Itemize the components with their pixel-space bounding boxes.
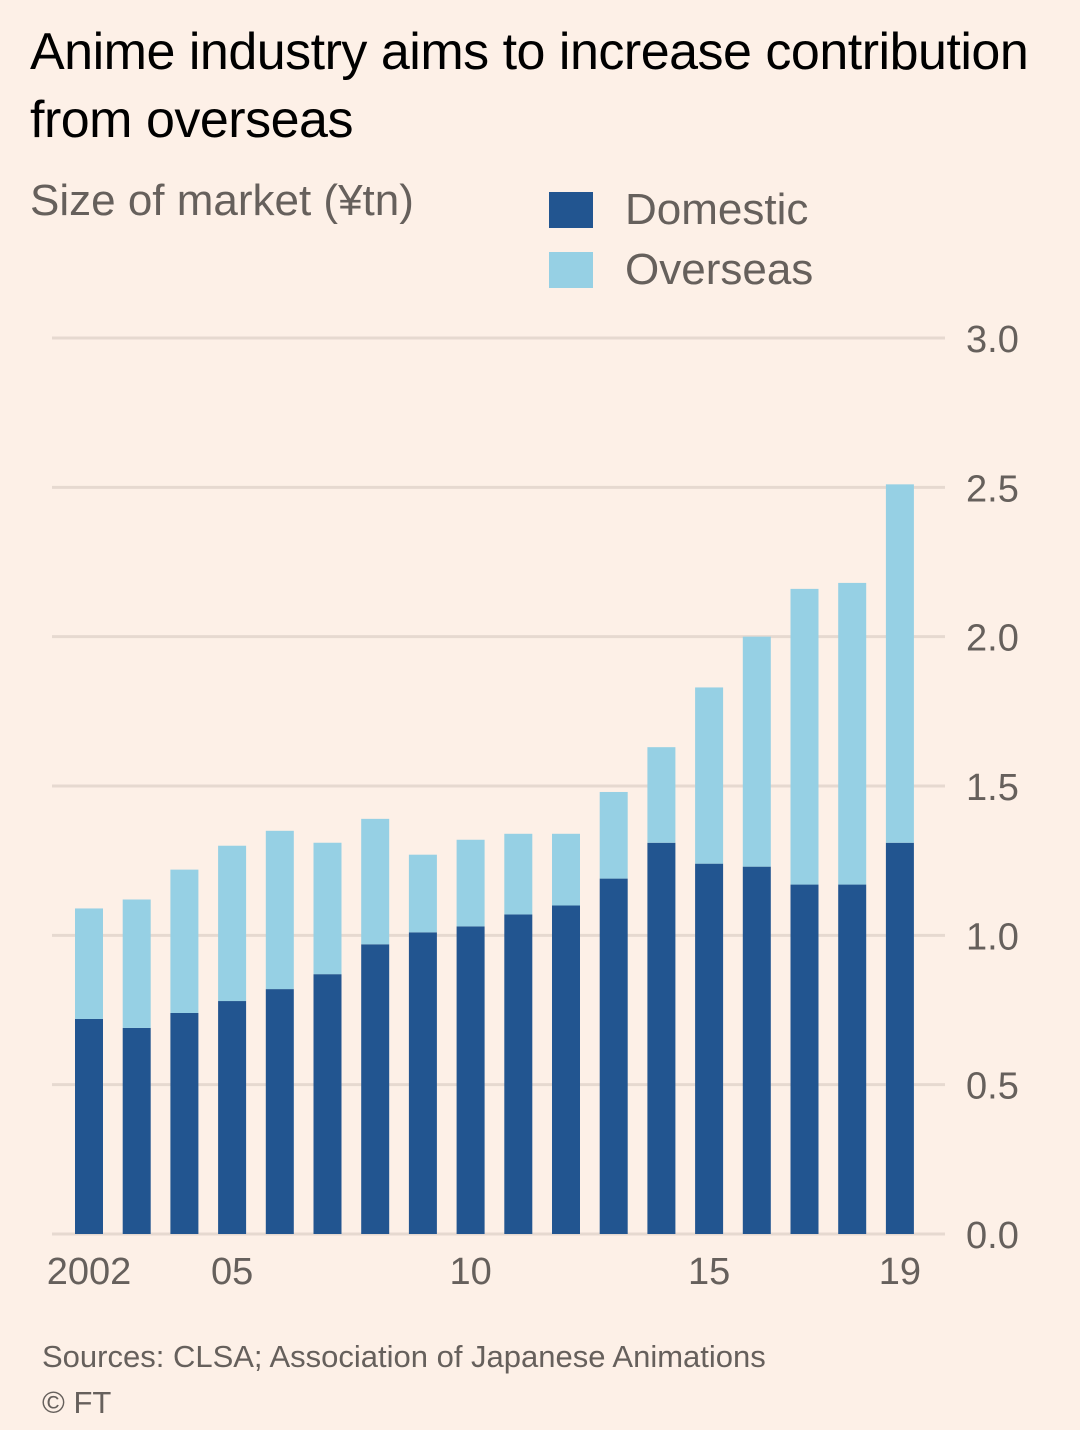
bar-domestic-2014 bbox=[647, 842, 676, 1234]
bar-overseas-2006 bbox=[265, 830, 294, 990]
legend-label-domestic: Domestic bbox=[625, 185, 809, 234]
bar-domestic-2012 bbox=[552, 905, 580, 1234]
bar-overseas-2019 bbox=[885, 484, 914, 843]
y-tick-label: 3.0 bbox=[966, 319, 1019, 361]
bar-overseas-2003 bbox=[122, 899, 151, 1028]
bar-domestic-2007 bbox=[313, 974, 342, 1234]
y-tick-label: 2.5 bbox=[966, 468, 1019, 510]
chart-subtitle: Size of market (¥tn) bbox=[30, 176, 414, 225]
y-axis-ticks: 0.0 0.5 1.0 1.5 2.0 2.5 3.0 bbox=[966, 319, 1019, 1257]
bar-overseas-2012 bbox=[552, 833, 580, 906]
bar-domestic-2011 bbox=[504, 914, 533, 1234]
x-tick-label: 2002 bbox=[47, 1251, 132, 1293]
bar-domestic-2015 bbox=[695, 863, 724, 1234]
bar-overseas-2010 bbox=[456, 839, 485, 927]
x-tick-label: 10 bbox=[449, 1251, 491, 1293]
y-tick-label: 0.0 bbox=[966, 1215, 1019, 1257]
bar-overseas-2014 bbox=[647, 747, 676, 843]
bar-domestic-2004 bbox=[170, 1012, 199, 1234]
legend-item-domestic: Domestic bbox=[549, 180, 813, 240]
bar-domestic-2009 bbox=[408, 932, 437, 1234]
chart-title-line-1: Anime industry aims to increase contribu… bbox=[30, 23, 1029, 81]
bar-domestic-2018 bbox=[838, 884, 867, 1234]
legend-item-overseas: Overseas bbox=[549, 240, 813, 300]
bar-overseas-2002 bbox=[75, 908, 103, 1019]
bar-overseas-2005 bbox=[218, 845, 247, 1002]
bar-domestic-2002 bbox=[75, 1018, 103, 1234]
x-tick-label: 05 bbox=[211, 1251, 253, 1293]
bar-domestic-2019 bbox=[885, 842, 914, 1234]
bar-domestic-2008 bbox=[361, 944, 390, 1234]
bar-domestic-2005 bbox=[218, 1001, 247, 1234]
y-tick-label: 1.0 bbox=[966, 916, 1019, 958]
bar-overseas-2013 bbox=[599, 791, 628, 879]
bar-domestic-2016 bbox=[742, 866, 771, 1234]
bar-overseas-2015 bbox=[695, 687, 724, 864]
legend: Domestic Overseas bbox=[549, 180, 813, 300]
source-note: Sources: CLSA; Association of Japanese A… bbox=[42, 1334, 766, 1426]
bar-domestic-2003 bbox=[122, 1027, 151, 1234]
x-tick-label: 15 bbox=[688, 1251, 730, 1293]
bar-overseas-2008 bbox=[361, 818, 390, 945]
legend-swatch-domestic bbox=[549, 192, 593, 228]
x-axis-ticks: 2002 05 10 15 19 bbox=[47, 1251, 921, 1293]
bar-domestic-2013 bbox=[599, 878, 628, 1234]
legend-swatch-overseas bbox=[549, 252, 593, 288]
bar-overseas-2018 bbox=[838, 582, 867, 885]
bar-overseas-2004 bbox=[170, 869, 199, 1013]
y-tick-label: 1.5 bbox=[966, 767, 1019, 809]
bar-domestic-2006 bbox=[265, 989, 294, 1234]
bar-domestic-2017 bbox=[790, 884, 819, 1234]
source-text: Sources: CLSA; Association of Japanese A… bbox=[42, 1339, 766, 1374]
bar-overseas-2017 bbox=[790, 588, 819, 885]
legend-label-overseas: Overseas bbox=[625, 245, 814, 294]
copyright-text: © FT bbox=[42, 1385, 112, 1420]
y-tick-label: 2.0 bbox=[966, 618, 1019, 660]
bars bbox=[75, 484, 914, 1234]
bar-overseas-2009 bbox=[408, 854, 437, 933]
chart-title-line-2: from overseas bbox=[30, 91, 353, 149]
bar-domestic-2010 bbox=[456, 926, 485, 1234]
y-tick-label: 0.5 bbox=[966, 1066, 1019, 1108]
x-tick-label: 19 bbox=[879, 1251, 921, 1293]
bar-overseas-2016 bbox=[742, 636, 771, 867]
bar-overseas-2007 bbox=[313, 842, 342, 975]
bar-overseas-2011 bbox=[504, 833, 533, 915]
chart-title: Anime industry aims to increase contribu… bbox=[30, 18, 1029, 154]
